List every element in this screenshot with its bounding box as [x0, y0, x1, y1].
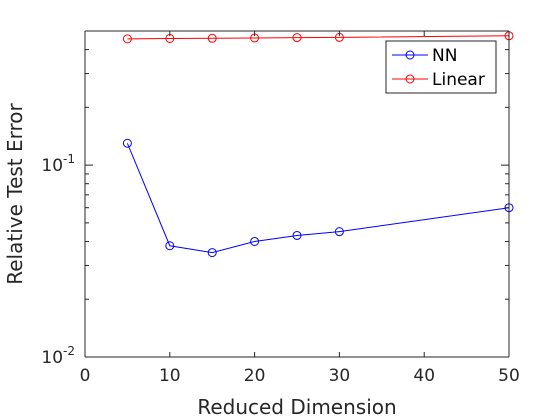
- x-tick-label: 10: [159, 366, 181, 386]
- x-tick-label: 40: [413, 366, 435, 386]
- data-point-nn: [250, 236, 260, 246]
- x-tick-label: 30: [329, 366, 351, 386]
- tick-label-layer: 0 10 20 30 40 50 10-2 10-1: [41, 152, 519, 386]
- legend-label: Linear: [432, 70, 485, 90]
- data-point-linear: [122, 34, 132, 44]
- legend-box: [385, 40, 497, 94]
- data-point-nn: [122, 138, 132, 148]
- axes-layer: [84, 30, 510, 358]
- legend-marker: [405, 74, 415, 84]
- y-axis-title: Relative Test Error: [3, 102, 27, 284]
- data-point-nn: [334, 227, 344, 237]
- legend: NN Linear: [385, 40, 497, 94]
- data-point-nn: [207, 248, 217, 258]
- legend-marker: [405, 50, 415, 60]
- data-point-nn: [292, 230, 302, 240]
- data-point-nn: [165, 241, 175, 251]
- series-line-nn: [126, 143, 510, 254]
- x-axis-title: Reduced Dimension: [197, 395, 396, 419]
- y-tick-label: 10-1: [41, 152, 75, 176]
- y-tick-label: 10-2: [41, 344, 75, 368]
- series-layer: [122, 31, 514, 258]
- legend-label: NN: [432, 46, 457, 66]
- data-point-linear: [292, 33, 302, 43]
- x-tick-label: 20: [244, 366, 266, 386]
- data-point-linear: [207, 33, 217, 43]
- series-line-linear: [127, 35, 510, 40]
- x-tick-label: 50: [498, 366, 520, 386]
- x-tick-label: 0: [80, 366, 91, 386]
